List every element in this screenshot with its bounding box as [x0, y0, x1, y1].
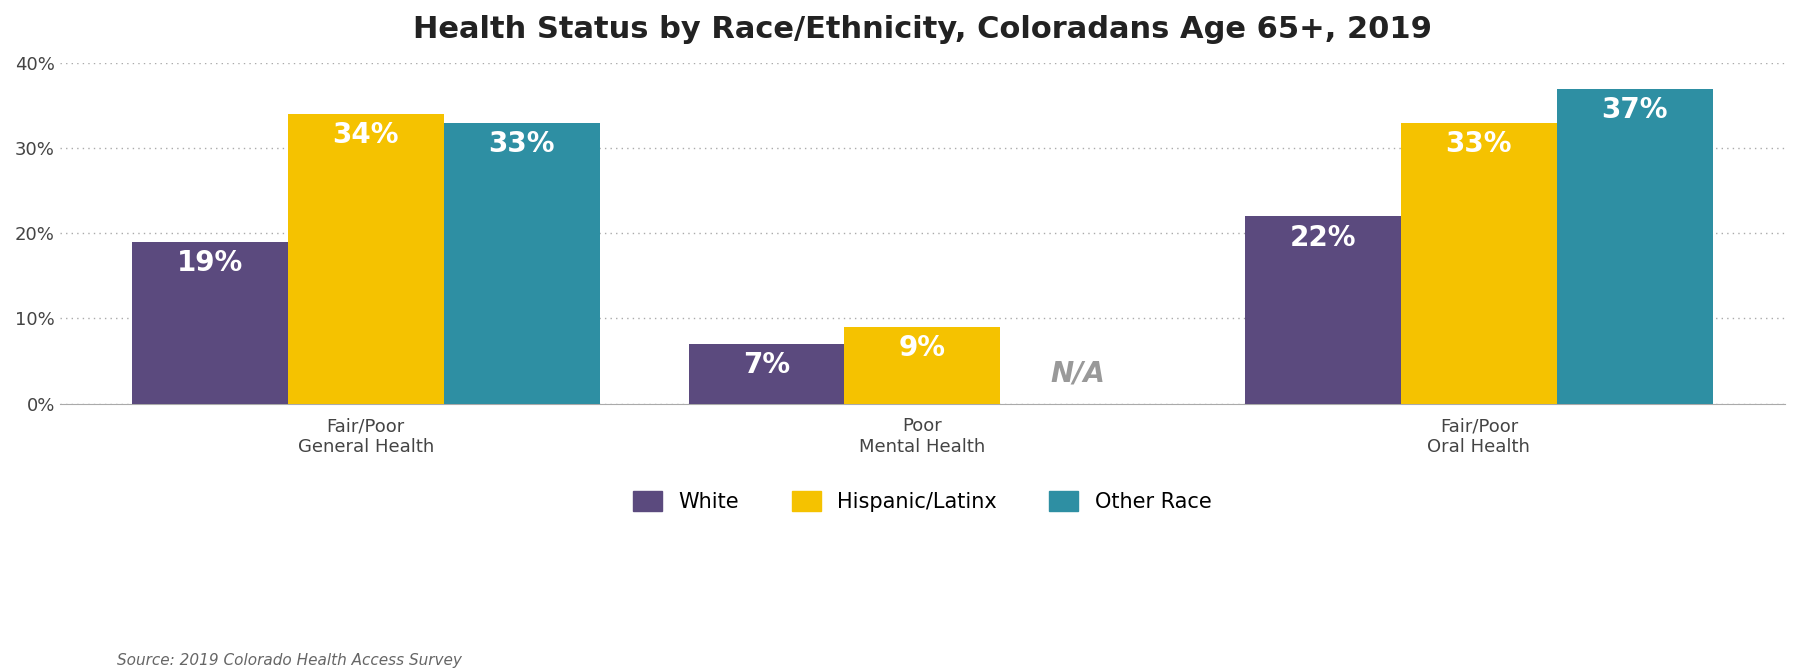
Bar — [1246, 216, 1400, 404]
Bar — [131, 242, 288, 404]
Bar — [288, 114, 445, 404]
Bar — [1557, 89, 1712, 404]
Bar — [844, 327, 1001, 404]
Text: 37%: 37% — [1602, 96, 1669, 124]
Text: 33%: 33% — [488, 130, 554, 158]
Text: 22%: 22% — [1291, 224, 1357, 251]
Bar — [445, 122, 599, 404]
Bar — [689, 344, 844, 404]
Text: 33%: 33% — [1445, 130, 1512, 158]
Text: 9%: 9% — [898, 334, 945, 362]
Text: 19%: 19% — [176, 249, 243, 277]
Text: Source: 2019 Colorado Health Access Survey: Source: 2019 Colorado Health Access Surv… — [117, 653, 463, 668]
Text: 34%: 34% — [333, 122, 400, 149]
Bar — [1400, 122, 1557, 404]
Title: Health Status by Race/Ethnicity, Coloradans Age 65+, 2019: Health Status by Race/Ethnicity, Colorad… — [412, 15, 1431, 44]
Text: N/A: N/A — [1051, 360, 1105, 388]
Legend: White, Hispanic/Latinx, Other Race: White, Hispanic/Latinx, Other Race — [623, 480, 1222, 523]
Text: 7%: 7% — [743, 351, 790, 379]
